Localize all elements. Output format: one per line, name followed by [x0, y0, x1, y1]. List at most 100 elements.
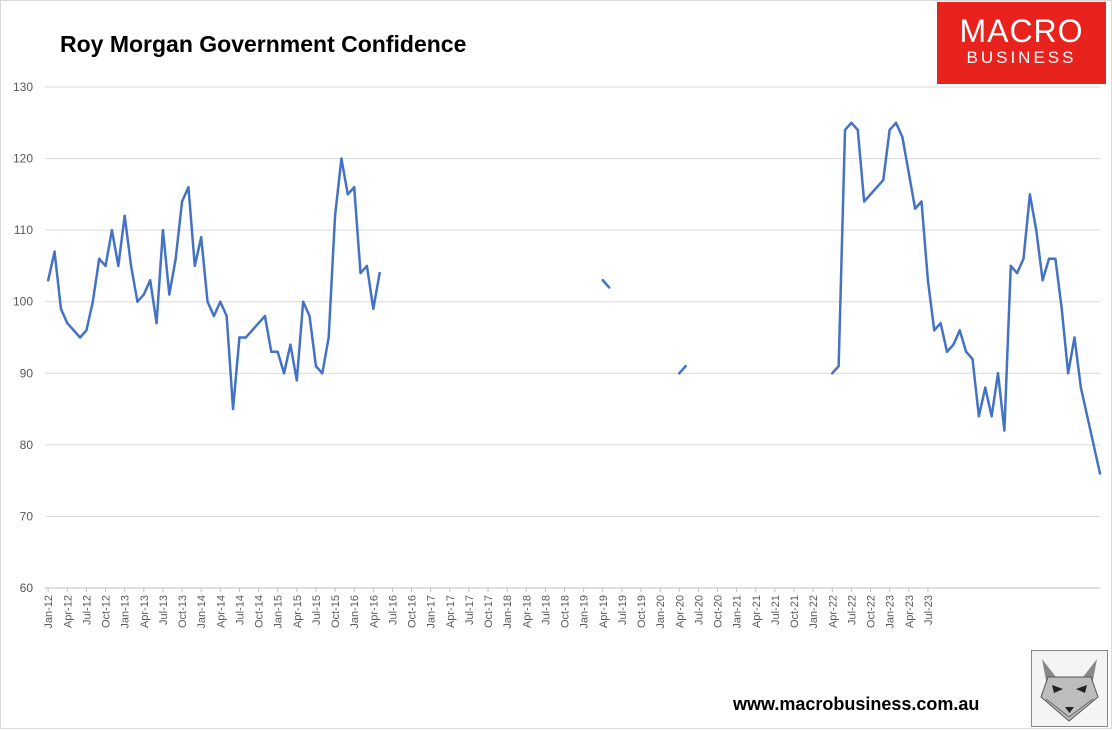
data-point	[1060, 307, 1063, 311]
y-tick-label: 90	[20, 366, 34, 380]
data-point	[187, 186, 190, 189]
data-point	[136, 300, 139, 303]
data-point	[971, 357, 974, 361]
macrobusiness-logo: MACRO BUSINESS	[937, 2, 1106, 84]
data-point	[123, 214, 126, 218]
data-point	[346, 193, 349, 196]
x-tick-label: Apr-23	[904, 595, 916, 628]
x-tick-label: Oct-14	[254, 595, 266, 628]
y-axis: 60 70 80 90 100 110 120 130	[13, 80, 33, 595]
y-tick-label: 110	[14, 223, 33, 237]
data-point	[148, 279, 152, 282]
data-point	[199, 236, 203, 239]
data-point	[168, 293, 171, 296]
x-tick-label: Jan-17	[426, 595, 438, 629]
gridlines	[45, 86, 1100, 589]
data-point	[850, 121, 853, 124]
x-tick-label: Jul-17	[464, 595, 476, 625]
fox-icon	[1031, 650, 1108, 727]
data-point	[174, 257, 177, 260]
x-tick-label: Jul-16	[387, 595, 399, 625]
x-tick-label: Apr-15	[292, 595, 304, 628]
data-point	[1015, 271, 1019, 275]
data-point	[1003, 429, 1006, 432]
data-point	[920, 200, 923, 203]
data-point	[933, 329, 936, 332]
x-tick-label: Apr-13	[139, 595, 151, 628]
y-tick-label: 120	[13, 152, 33, 166]
x-tick-label: Oct-21	[789, 595, 801, 628]
data-point	[91, 300, 95, 303]
data-point	[352, 186, 356, 189]
data-point	[856, 128, 859, 132]
data-point	[244, 336, 248, 339]
x-tick-label: Jan-18	[502, 595, 514, 629]
data-point	[372, 307, 375, 311]
data-point	[939, 321, 942, 325]
data-point	[684, 364, 687, 368]
data-point	[964, 350, 968, 354]
data-point	[333, 214, 337, 218]
x-tick-label: Jul-14	[234, 595, 246, 625]
data-point	[238, 336, 241, 339]
data-point	[340, 157, 343, 160]
website-url: www.macrobusiness.com.au	[733, 694, 980, 714]
data-point	[225, 314, 228, 318]
data-point	[1009, 264, 1012, 268]
x-tick-label: Jan-16	[349, 595, 361, 629]
data-point	[882, 178, 885, 182]
data-point	[831, 372, 834, 375]
data-point	[1054, 257, 1057, 260]
data-point	[53, 250, 56, 253]
y-tick-label: 60	[20, 581, 34, 595]
data-point	[85, 329, 88, 332]
data-point	[945, 350, 949, 354]
data-point	[1092, 443, 1095, 447]
x-tick-label: Jan-21	[732, 595, 744, 629]
data-point	[104, 264, 107, 268]
x-tick-label: Oct-22	[866, 595, 878, 628]
data-point	[263, 314, 267, 318]
x-tick-label: Oct-15	[330, 595, 342, 628]
x-tick-label: Jul-18	[540, 595, 552, 625]
data-point	[1022, 257, 1025, 260]
data-point	[875, 186, 879, 189]
data-point	[984, 386, 987, 389]
data-point	[1098, 472, 1102, 475]
data-point	[977, 415, 981, 418]
x-tick-label: Jan-13	[120, 595, 132, 629]
data-point	[110, 228, 114, 232]
data-point	[257, 321, 260, 325]
x-tick-label: Oct-17	[483, 595, 495, 628]
x-tick-label: Jul-20	[693, 595, 705, 625]
x-tick-label: Jan-15	[273, 595, 285, 629]
data-point	[1035, 228, 1038, 232]
x-tick-label: Apr-21	[751, 595, 763, 628]
data-point	[282, 372, 286, 375]
data-point	[72, 329, 75, 332]
x-tick-label: Jan-23	[885, 595, 897, 629]
data-point	[601, 279, 604, 282]
data-point	[1028, 193, 1032, 196]
x-tick-label: Jan-12	[43, 595, 55, 629]
data-point	[378, 271, 381, 275]
data-point	[59, 307, 63, 311]
data-point	[1086, 415, 1089, 418]
data-point	[161, 228, 165, 232]
x-tick-label: Jan-19	[579, 595, 591, 629]
data-point	[66, 321, 69, 325]
x-tick-label: Jan-14	[196, 595, 208, 629]
x-tick-label: Jul-21	[770, 595, 782, 625]
data-point	[301, 300, 305, 303]
data-point	[219, 300, 222, 303]
data-point	[155, 321, 158, 325]
data-point	[990, 415, 993, 418]
logo-line-business: BUSINESS	[966, 48, 1077, 67]
x-tick-label: Apr-17	[445, 595, 457, 628]
data-point	[129, 264, 133, 268]
data-point	[843, 128, 847, 132]
data-point	[289, 343, 292, 346]
x-tick-label: Apr-22	[827, 595, 839, 628]
data-point	[212, 314, 216, 318]
